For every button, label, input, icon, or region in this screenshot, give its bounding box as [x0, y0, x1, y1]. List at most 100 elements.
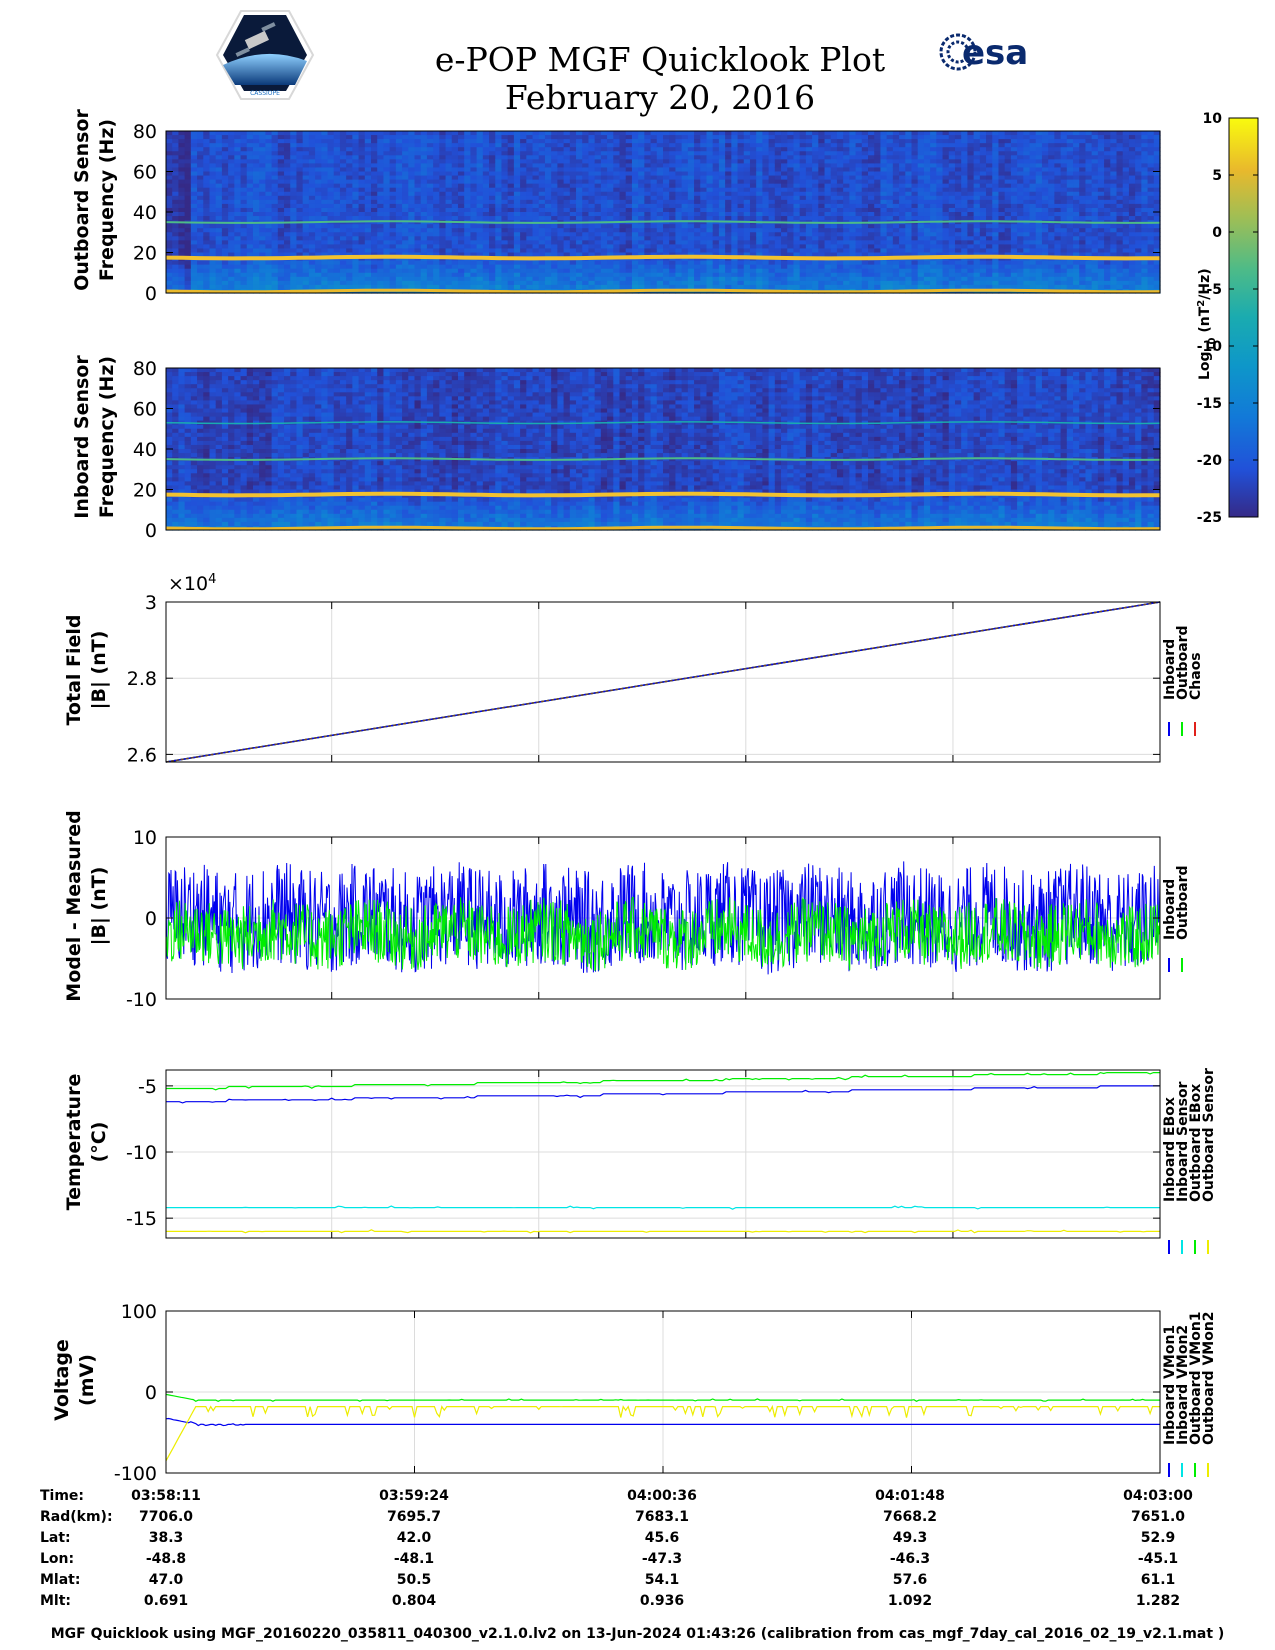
series-line-inboard [165, 861, 1161, 975]
info-cell: -48.8 [145, 1551, 187, 1567]
info-row-label: Mlt: [40, 1593, 72, 1609]
legend-label: Outboard [1175, 865, 1191, 940]
colorbar: 10 5 0 -5 -10 -15 -20 -25 Log10 (nT2/Hz) [1196, 111, 1259, 526]
info-cell: 0.691 [143, 1593, 189, 1609]
info-cell: 49.3 [892, 1530, 928, 1546]
colorbar-tick-label: 5 [1212, 168, 1222, 184]
y-tick-label: 0 [145, 908, 157, 930]
info-row-label: Time: [40, 1488, 85, 1504]
legend-label: Outboard VMon1 [1188, 1311, 1204, 1445]
y-tick-label: 2.6 [127, 744, 157, 766]
info-cell: 04:03:00 [1123, 1488, 1193, 1504]
y-tick-label: 3 [145, 592, 157, 614]
exponent-label: ×104 [168, 572, 216, 596]
colorbar-tick-label: -10 [1197, 339, 1223, 355]
y-tick-label: 0 [145, 283, 157, 305]
legend-label: Outboard Sensor [1201, 1068, 1217, 1202]
svg-text:CASSIOPE: CASSIOPE [250, 90, 280, 97]
colorbar-label: Log10 (nT2/Hz) [1196, 268, 1218, 380]
spectral-line [165, 288, 1161, 294]
y-tick-label: -10 [126, 1142, 157, 1164]
info-cell: 7706.0 [138, 1509, 194, 1525]
legend-label: Chaos [1188, 652, 1204, 700]
y-axis-label: Voltage (mV) [51, 1339, 98, 1421]
info-cell: -46.3 [889, 1551, 931, 1567]
legend-label: Inboard VMon1 [1162, 1325, 1178, 1445]
y-axis-label: Model - Measured |B| (nT) [63, 810, 110, 1001]
y-tick-label: 40 [133, 439, 157, 461]
legend-label: Inboard Sensor [1175, 1081, 1191, 1202]
series-line [166, 1071, 1160, 1091]
colorbar-tick-label: -25 [1197, 510, 1222, 526]
info-cell: 45.6 [644, 1530, 680, 1546]
colorbar-tick-label: -20 [1197, 453, 1223, 469]
info-cell: 47.0 [148, 1572, 184, 1588]
footer-caption: MGF Quicklook using MGF_20160220_035811_… [50, 1626, 1225, 1642]
info-cell: 0.804 [391, 1593, 437, 1609]
spectral-line [165, 254, 1161, 261]
legend-label: Inboard [1162, 639, 1178, 700]
esa-logo-icon: esa [939, 33, 1028, 73]
y-tick-label: 10 [133, 827, 157, 849]
info-row-label: Lat: [40, 1530, 71, 1546]
info-cell: -48.1 [393, 1551, 435, 1567]
svg-text:esa: esa [962, 33, 1028, 73]
info-cell: 04:00:36 [627, 1488, 697, 1504]
y-axis-label: Temperature (°C) [63, 1074, 110, 1211]
info-cell: -45.1 [1137, 1551, 1179, 1567]
y-tick-label: 80 [133, 358, 157, 380]
spectral-line [165, 525, 1161, 531]
info-cell: 03:58:11 [131, 1488, 201, 1504]
series-line [165, 1404, 1160, 1462]
cassiope-logo-icon: CASSIOPE [215, 10, 315, 100]
voltage: 100 0 -100 Voltage (mV) Inboard VMon1Inboard … [51, 1301, 1217, 1485]
info-cell: 52.9 [1140, 1530, 1176, 1546]
y-axis-label: Total Field |B| (nT) [63, 614, 110, 725]
info-cell: 38.3 [148, 1530, 184, 1546]
model-minus-measured: 10 0 -10 Model - Measured |B| (nT) InboardOut… [63, 810, 1191, 1011]
legend-label: Outboard [1175, 625, 1191, 700]
info-cell: 42.0 [396, 1530, 432, 1546]
y-tick-label: 80 [133, 121, 157, 143]
series-line [166, 1205, 1160, 1210]
info-cell: -47.3 [641, 1551, 683, 1567]
plot-title: e-POP MGF Quicklook Plot [434, 40, 886, 79]
info-cell: 04:01:48 [875, 1488, 945, 1504]
info-cell: 57.6 [892, 1572, 928, 1588]
info-cell: 1.282 [1135, 1593, 1181, 1609]
series-line [166, 1085, 1160, 1104]
series-line [165, 1417, 1160, 1427]
plot-date: February 20, 2016 [504, 78, 816, 117]
info-row-label: Mlat: [40, 1572, 81, 1588]
y-tick-label: 0 [145, 520, 157, 542]
series-line-outboard [165, 896, 1161, 972]
legend-label: Outboard VMon2 [1201, 1311, 1217, 1445]
y-tick-label: -10 [126, 989, 157, 1011]
y-tick-label: 100 [121, 1301, 157, 1323]
info-cell: 50.5 [396, 1572, 432, 1588]
spectral-line [165, 421, 1161, 425]
y-tick-label: 0 [145, 1382, 157, 1404]
info-cell: 61.1 [1140, 1572, 1176, 1588]
info-cell: 7651.0 [1130, 1509, 1186, 1525]
legend-label: Inboard [1162, 879, 1178, 940]
y-tick-label: 60 [133, 162, 157, 184]
legend-label: Inboard VMon2 [1175, 1325, 1191, 1445]
colorbar-tick-label: -15 [1197, 396, 1222, 412]
info-cell: 1.092 [887, 1593, 933, 1609]
info-cell: 7695.7 [386, 1509, 442, 1525]
spectral-line [165, 457, 1161, 461]
spectral-line [165, 220, 1161, 224]
info-cell: 7668.2 [882, 1509, 938, 1525]
y-tick-label: 40 [133, 202, 157, 224]
colorbar-tick-label: 10 [1203, 111, 1223, 127]
y-axis-label: Outboard Sensor Frequency (Hz) [71, 109, 118, 291]
info-cell: 0.936 [639, 1593, 685, 1609]
temperature: -5 -10 -15 Temperature (°C) Inboard EBoxInboa… [63, 1068, 1217, 1254]
legend-label: Inboard EBox [1162, 1097, 1178, 1202]
y-tick-label: 2.8 [127, 668, 157, 690]
legend-label: Outboard EBox [1188, 1084, 1204, 1202]
info-cell: 54.1 [644, 1572, 680, 1588]
y-tick-label: -15 [126, 1208, 157, 1230]
series-line [166, 1229, 1160, 1234]
